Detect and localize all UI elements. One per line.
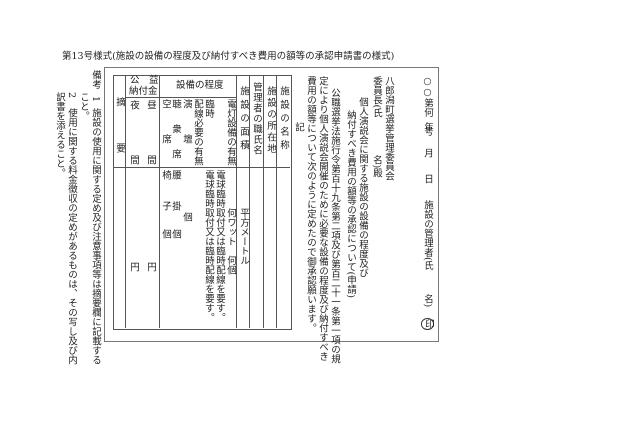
daytime-fee-yen: 円 <box>145 262 156 272</box>
subject-line-1: 個人演説会に関する施設の設備の程度及び <box>357 97 368 278</box>
daytime-header-2: 間 <box>145 155 156 165</box>
chair-label-end: 名)殿 <box>371 155 382 178</box>
notes-label: 備考 <box>90 70 101 89</box>
vacant-seat-header: 空 席 <box>160 99 171 152</box>
date-year: 年 <box>422 122 433 132</box>
note-1-number: 1 <box>90 96 101 103</box>
seal-mark: 印 <box>421 318 434 330</box>
note-2-number: 2 <box>66 92 77 99</box>
addressee: 八郎潟町選挙管理委員会 <box>383 76 394 181</box>
area-unit: 平方メートル <box>238 208 249 265</box>
manager-name-header: 管理者の職氏名 <box>251 82 262 156</box>
fee-header-1: 公 益 <box>130 75 159 86</box>
ki-label: 記 <box>293 122 304 132</box>
date-day: 日 <box>422 174 433 184</box>
col-divider <box>159 75 160 328</box>
bulb-header: 電球臨時取付又は臨時配線を要す。 <box>214 170 225 322</box>
podium-header: 演 壇 <box>181 99 192 152</box>
col-divider <box>125 75 126 328</box>
date-month: 月 <box>422 148 433 158</box>
facility-name-header: 施設の名称 <box>278 86 289 154</box>
vacant-value-1: 椅 <box>160 170 171 180</box>
bulb-value: 電球臨時取付又は臨時配線を要す。 <box>203 170 214 322</box>
remarks-header-2: 要 <box>114 143 125 153</box>
vacant-value-3: 個 <box>160 229 171 239</box>
fee-header-2: 納付金 <box>129 86 158 97</box>
audience-value-3: 個 <box>170 229 181 239</box>
remarks-header-1: 摘 <box>114 97 125 107</box>
audience-value-1: 腰 <box>170 170 181 180</box>
wiring-header: 配線必要の有無 <box>192 99 203 166</box>
vacant-value-2: 子 <box>160 201 171 211</box>
equipment-header: 設備の程度 <box>176 80 224 91</box>
details-table <box>113 75 292 330</box>
form-title: 第13号様式(施設の設備の程度及び納付すべき費用の額等の承認申請書の様式) <box>62 51 395 62</box>
lighting-value: 何ワット 何個 <box>225 208 236 275</box>
col-divider <box>263 75 264 328</box>
col-divider <box>236 75 237 328</box>
col-divider <box>276 75 277 328</box>
col-divider <box>249 75 250 328</box>
note-2-text: 使用に関する料金徴収の定めがあるものは、その写し及び内 <box>66 108 77 365</box>
chair-label: 委員長(氏 <box>371 76 382 118</box>
night-header-1: 夜 <box>128 100 139 110</box>
facility-area-header: 施設の面積 <box>238 86 249 154</box>
form-frame <box>104 67 439 342</box>
note-1-text: 施設の使用に関する定め及び注意事項等は摘要欄に記載する <box>90 108 101 365</box>
facility-location-header: 施設の所在地 <box>265 86 276 155</box>
subject-line-2: 納付すべき費用の額等の承認について(申請) <box>345 110 356 298</box>
body-line-3: 費用の額等について次のように定めたので御承認願います。 <box>305 76 316 333</box>
night-fee-yen: 円 <box>128 262 139 272</box>
header-divider <box>113 167 290 168</box>
lighting-header: 電灯設備の有無 <box>225 99 236 166</box>
manager-label-end: 名) <box>422 294 433 308</box>
note-2-text-cont: 訳書を添えること。 <box>54 92 65 178</box>
temporary-header: 臨時 <box>203 99 214 118</box>
note-1-text-cont: こと。 <box>78 92 89 121</box>
body-line-2: 定により個人演説会開催のために必要な設備の程度及び納付すべき <box>317 76 328 361</box>
manager-label: 施設の管理者(氏 <box>422 200 433 271</box>
body-line-1: 公職選挙法施行令第百十九条第二項及び第百二十一条第一項の規 <box>329 88 340 364</box>
podium-value: 個 <box>181 212 192 222</box>
daytime-header-1: 昼 <box>145 100 156 110</box>
night-header-2: 間 <box>128 155 139 165</box>
audience-value-2: 掛 <box>170 201 181 211</box>
document-number: ○○第何 号 <box>422 76 433 136</box>
subheader-divider <box>125 97 236 98</box>
audience-seat-header: 聴 衆 席 <box>170 99 181 162</box>
